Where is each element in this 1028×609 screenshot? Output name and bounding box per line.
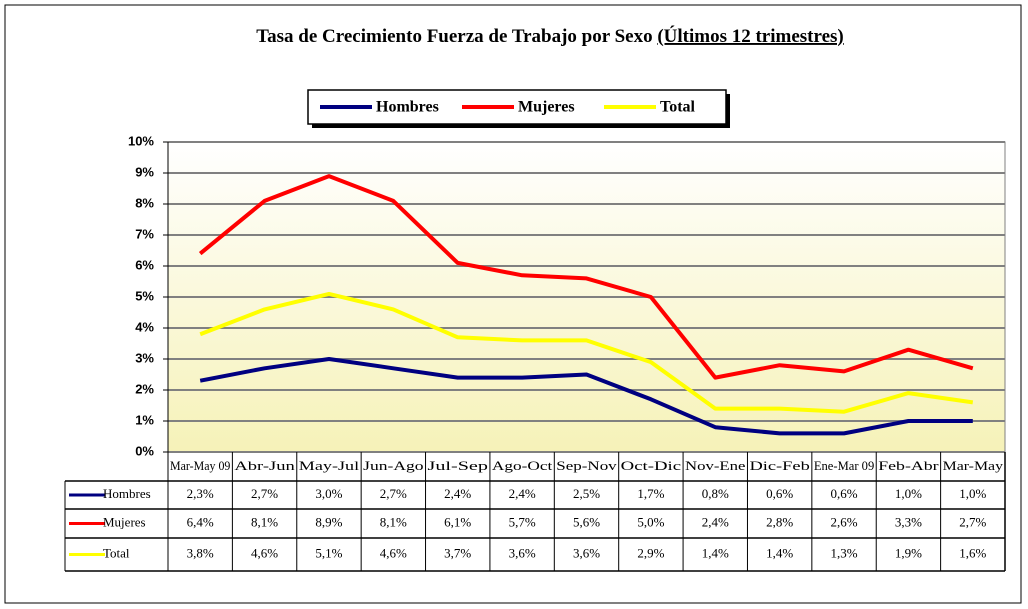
table-cell: 1,6% <box>959 545 986 560</box>
table-row-label: Total <box>103 545 130 560</box>
table-cell: 3,8% <box>187 545 214 560</box>
x-tick-label: Mar-May 09 <box>170 458 230 473</box>
y-tick-label: 8% <box>135 195 154 210</box>
line-series <box>198 174 974 380</box>
x-tick-label: Jun-Ago <box>363 458 423 473</box>
table-cell: 3,3% <box>895 514 922 529</box>
table-cell: 2,3% <box>187 486 214 501</box>
table-cell: 2,6% <box>830 514 857 529</box>
x-tick-label: Nov-Ene <box>685 458 746 473</box>
legend-label: Mujeres <box>518 99 575 116</box>
table-cell: 5,6% <box>573 514 600 529</box>
subtitle-text: (Últimos 12 trimestres) <box>657 25 843 47</box>
table-cell: 2,4% <box>444 486 471 501</box>
legend-label: Total <box>660 99 696 116</box>
table-cell: 1,7% <box>637 486 664 501</box>
x-tick-label: Oct-Dic <box>621 458 682 473</box>
table-cell: 5,1% <box>315 545 342 560</box>
y-tick-label: 1% <box>135 412 154 427</box>
table-cell: 1,3% <box>830 545 857 560</box>
table-cell: 2,5% <box>573 486 600 501</box>
chart-title: Tasa de Crecimiento Fuerza de Trabajo po… <box>256 25 844 47</box>
table-cell: 5,7% <box>509 514 536 529</box>
table-cell: 3,6% <box>509 545 536 560</box>
table-cell: 3,6% <box>573 545 600 560</box>
title-text: Tasa de Crecimiento Fuerza de Trabajo po… <box>256 26 652 47</box>
table-cell: 2,7% <box>959 514 986 529</box>
x-tick-label: Dic-Feb <box>749 458 809 473</box>
x-tick-label: Ago-Oct <box>492 458 553 473</box>
table-cell: 2,4% <box>702 514 729 529</box>
table-row-label: Hombres <box>103 486 151 501</box>
table-cell: 1,4% <box>702 545 729 560</box>
table-cell: 2,7% <box>251 486 278 501</box>
line-series <box>199 357 973 436</box>
table-cell: 2,7% <box>380 486 407 501</box>
table-cell: 2,8% <box>766 514 793 529</box>
table-cell: 4,6% <box>251 545 278 560</box>
table-cell: 1,0% <box>895 486 922 501</box>
x-tick-label: Feb-Abr <box>878 458 939 473</box>
x-tick-label: Abr-Jun <box>234 458 295 473</box>
table-cell: 0,8% <box>702 486 729 501</box>
y-tick-label: 10% <box>128 133 154 148</box>
table-cell: 8,9% <box>315 514 342 529</box>
table-cell: 5,0% <box>637 514 664 529</box>
table-row-label: Mujeres <box>103 514 146 529</box>
table-cell: 1,0% <box>959 486 986 501</box>
table-cell: 0,6% <box>830 486 857 501</box>
table-cell: 6,4% <box>187 514 214 529</box>
y-tick-label: 3% <box>135 350 154 365</box>
table-cell: 1,4% <box>766 545 793 560</box>
y-tick-label: 0% <box>135 443 154 458</box>
y-tick-label: 9% <box>135 164 154 179</box>
legend <box>307 89 727 125</box>
y-tick-label: 2% <box>135 381 154 396</box>
table-cell: 3,0% <box>315 486 342 501</box>
table-cell: 8,1% <box>380 514 407 529</box>
x-tick-label: Jul-Sep <box>428 458 488 473</box>
x-tick-label: May-Jul <box>299 458 360 473</box>
table-cell: 2,4% <box>509 486 536 501</box>
legend-label: Hombres <box>376 99 439 116</box>
table-cell: 3,7% <box>444 545 471 560</box>
y-tick-label: 7% <box>135 226 154 241</box>
line-series <box>199 291 974 414</box>
x-tick-label: Mar-May <box>943 458 1004 473</box>
table-cell: 2,9% <box>637 545 664 560</box>
y-tick-label: 5% <box>135 288 154 303</box>
table-cell: 6,1% <box>444 514 471 529</box>
table-cell: 0,6% <box>766 486 793 501</box>
x-tick-label: Sep-Nov <box>556 458 617 473</box>
y-tick-label: 4% <box>135 319 154 334</box>
y-tick-label: 6% <box>135 257 154 272</box>
x-tick-label: Ene-Mar 09 <box>814 458 874 473</box>
table-cell: 8,1% <box>251 514 278 529</box>
table-cell: 4,6% <box>380 545 407 560</box>
table-cell: 1,9% <box>895 545 922 560</box>
